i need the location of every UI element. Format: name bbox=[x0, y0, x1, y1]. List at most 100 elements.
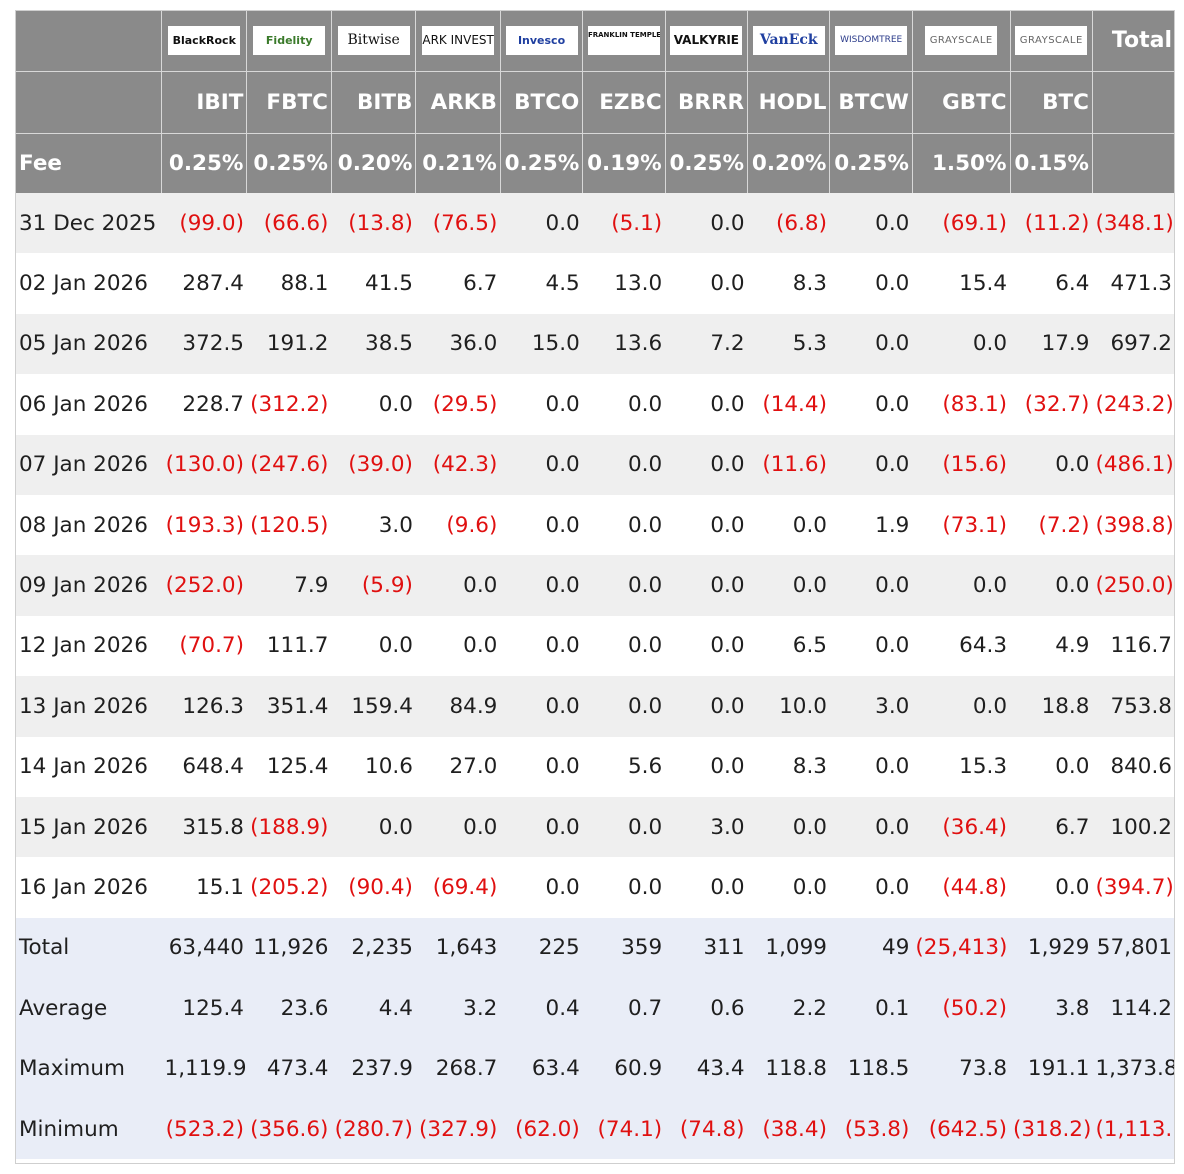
flow-cell: 1,929 bbox=[1010, 917, 1093, 979]
franklin-templeton-logo: FRANKLIN TEMPLETON bbox=[587, 26, 660, 55]
flow-cell: (205.2) bbox=[246, 857, 332, 918]
flow-cell: (642.5) bbox=[912, 1098, 1011, 1160]
total-cell: (1,113.7) bbox=[1092, 1098, 1175, 1160]
flow-cell: 43.4 bbox=[665, 1038, 748, 1099]
flow-cell: (130.0) bbox=[161, 434, 247, 495]
flow-cell: 0.0 bbox=[331, 615, 416, 677]
flow-cell: 473.4 bbox=[246, 1038, 332, 1099]
flow-row: 12 Jan 2026 (70.7) 111.7 0.0 0.0 0.0 0.0 0.0 6.5… bbox=[15, 615, 1175, 677]
fee-cell: 0.25% bbox=[665, 133, 749, 193]
flow-cell: 15.0 bbox=[500, 313, 583, 375]
flow-cell: 27.0 bbox=[415, 736, 501, 797]
flow-cell: 0.0 bbox=[500, 555, 583, 616]
flow-cell: 41.5 bbox=[331, 253, 416, 314]
flow-cell: 1,119.9 bbox=[161, 1038, 247, 1099]
flow-cell: 8.3 bbox=[747, 736, 830, 797]
flow-cell: 10.0 bbox=[747, 676, 830, 737]
flow-cell: (50.2) bbox=[912, 978, 1011, 1039]
flow-cell: (11.6) bbox=[747, 434, 830, 495]
summary-label: Maximum bbox=[15, 1038, 162, 1099]
flow-cell: 6.5 bbox=[747, 615, 830, 677]
flow-cell: 126.3 bbox=[161, 676, 247, 737]
fee-cell: 0.20% bbox=[747, 133, 831, 193]
flow-cell: 7.2 bbox=[665, 313, 748, 375]
flow-cell: 0.0 bbox=[415, 796, 501, 858]
flow-cell: (76.5) bbox=[415, 193, 501, 254]
flow-cell: (66.6) bbox=[246, 193, 332, 254]
flow-cell: (53.8) bbox=[829, 1098, 913, 1160]
flow-cell: 63,440 bbox=[161, 917, 247, 979]
ark-invest-logo: ARK INVEST bbox=[422, 26, 495, 55]
flow-cell: 0.0 bbox=[747, 796, 830, 858]
flow-cell: 0.0 bbox=[500, 676, 583, 737]
flow-cell: 0.0 bbox=[829, 434, 913, 495]
table-body: BlackRock Fidelity Bitwise ARK INVEST In… bbox=[15, 10, 1175, 1160]
ticker-row-label bbox=[15, 71, 163, 134]
flow-cell: 0.0 bbox=[500, 857, 583, 918]
flow-cell: 0.0 bbox=[829, 796, 913, 858]
flow-cell: 1.9 bbox=[829, 494, 913, 556]
flow-cell: 359 bbox=[582, 917, 666, 979]
summary-label: Minimum bbox=[15, 1098, 162, 1160]
flow-cell: 38.5 bbox=[331, 313, 416, 375]
blackrock-logo: BlackRock bbox=[168, 26, 241, 55]
flow-cell: (14.4) bbox=[747, 374, 830, 435]
total-cell: (243.2) bbox=[1092, 374, 1175, 435]
flow-cell: (247.6) bbox=[246, 434, 332, 495]
flow-cell: 0.0 bbox=[829, 555, 913, 616]
ticker-header: GBTC bbox=[912, 71, 1011, 134]
date-cell: 09 Jan 2026 bbox=[15, 555, 162, 616]
flow-cell: 88.1 bbox=[246, 253, 332, 314]
flow-cell: 5.6 bbox=[582, 736, 666, 797]
flow-cell: 191.1 bbox=[1010, 1038, 1093, 1099]
wisdomtree-logo: WISDOMTREE bbox=[835, 26, 908, 55]
flow-cell: (11.2) bbox=[1010, 193, 1093, 254]
flow-cell: (523.2) bbox=[161, 1098, 247, 1160]
flow-cell: 0.0 bbox=[747, 494, 830, 556]
etf-flows-table-container: BlackRock Fidelity Bitwise ARK INVEST In… bbox=[15, 10, 1175, 1160]
flow-cell: 0.0 bbox=[1010, 434, 1093, 495]
flow-cell: (39.0) bbox=[331, 434, 416, 495]
flow-cell: 64.3 bbox=[912, 615, 1011, 677]
flow-cell: 125.4 bbox=[161, 978, 247, 1039]
flow-cell: 6.7 bbox=[1010, 796, 1093, 858]
flow-cell: (280.7) bbox=[331, 1098, 416, 1160]
flow-row: 06 Jan 2026 228.7 (312.2) 0.0 (29.5) 0.0 0.0 0.… bbox=[15, 374, 1175, 435]
flow-cell: 125.4 bbox=[246, 736, 332, 797]
issuer-logo-row: BlackRock Fidelity Bitwise ARK INVEST In… bbox=[15, 10, 1175, 72]
logo-cell-franklin: FRANKLIN TEMPLETON bbox=[582, 10, 666, 72]
flow-cell: 287.4 bbox=[161, 253, 247, 314]
fee-cell: 0.25% bbox=[246, 133, 332, 193]
flow-cell: 10.6 bbox=[331, 736, 416, 797]
flow-cell: 6.4 bbox=[1010, 253, 1093, 314]
flow-cell: 1,099 bbox=[747, 917, 830, 979]
ticker-row: IBIT FBTC BITB ARKB BTCO EZBC BRRR HODL … bbox=[15, 71, 1175, 134]
flow-cell: 1,643 bbox=[415, 917, 501, 979]
flow-cell: 315.8 bbox=[161, 796, 247, 858]
grayscale-logo: GRAYSCALE bbox=[925, 26, 998, 55]
flow-cell: (74.1) bbox=[582, 1098, 666, 1160]
flow-cell: 0.0 bbox=[415, 615, 501, 677]
summary-row: Minimum (523.2) (356.6) (280.7) (327.9) (62.0… bbox=[15, 1098, 1175, 1160]
flow-row: 13 Jan 2026 126.3 351.4 159.4 84.9 0.0 0.0 0.0 1… bbox=[15, 676, 1175, 737]
total-cell: 116.7 bbox=[1092, 615, 1175, 677]
flow-row: 02 Jan 2026 287.4 88.1 41.5 6.7 4.5 13.0 0.0 8.3… bbox=[15, 253, 1175, 314]
flow-row: 16 Jan 2026 15.1 (205.2) (90.4) (69.4) 0.0 0.0… bbox=[15, 857, 1175, 918]
flow-cell: (70.7) bbox=[161, 615, 247, 677]
flow-cell: 0.0 bbox=[500, 374, 583, 435]
flow-cell: (74.8) bbox=[665, 1098, 748, 1160]
flow-cell: 159.4 bbox=[331, 676, 416, 737]
flow-cell: 111.7 bbox=[246, 615, 332, 677]
flow-cell: 3.0 bbox=[665, 796, 748, 858]
flow-cell: 84.9 bbox=[415, 676, 501, 737]
flow-cell: 648.4 bbox=[161, 736, 247, 797]
total-cell: 753.8 bbox=[1092, 676, 1175, 737]
fee-cell: 1.50% bbox=[912, 133, 1011, 193]
flow-cell: 13.6 bbox=[582, 313, 666, 375]
flow-cell: (73.1) bbox=[912, 494, 1011, 556]
ticker-header: BITB bbox=[331, 71, 417, 134]
total-cell: (398.8) bbox=[1092, 494, 1175, 556]
flow-cell: 118.8 bbox=[747, 1038, 830, 1099]
fee-cell-empty bbox=[1092, 133, 1175, 193]
total-cell: 57,801 bbox=[1092, 917, 1175, 979]
